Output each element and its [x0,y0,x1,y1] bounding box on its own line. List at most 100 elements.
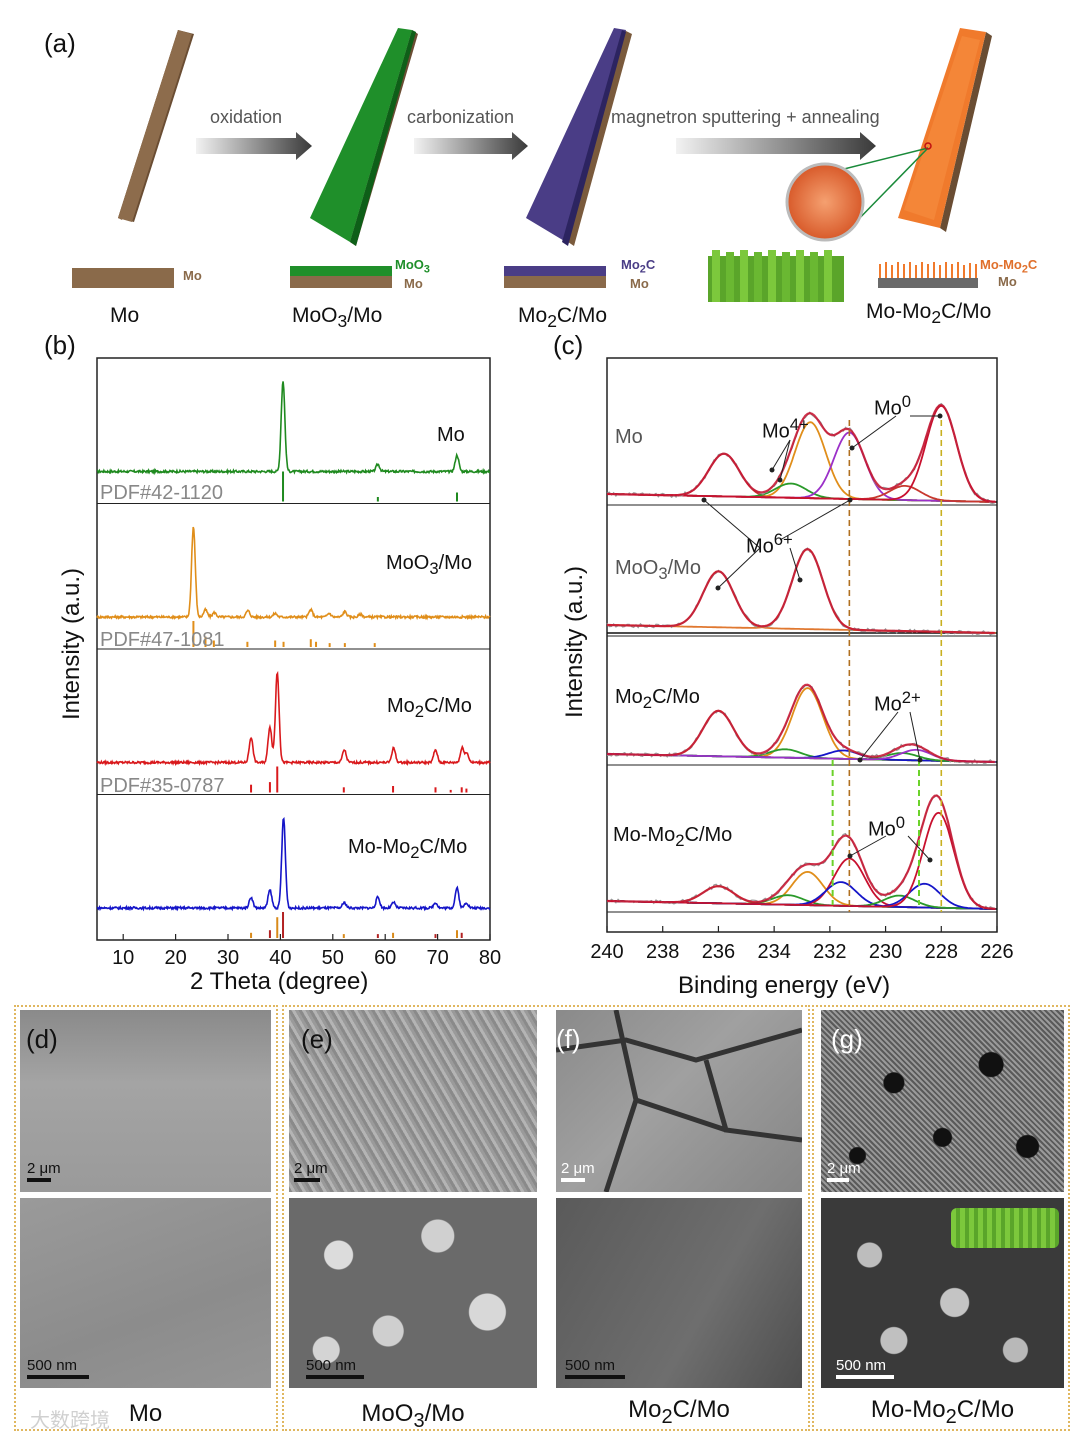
xps-annotation-arrowhead [797,577,803,583]
xps-envelope [607,547,995,635]
xps-plot-frame [606,357,998,933]
xrd-series-label-mo2c: Mo2C/Mo [387,695,472,721]
panel-label-g: (g) [831,1024,863,1054]
xrd-series-label-moo3: MoO3/Mo [386,552,472,578]
xps-annotation-arrowhead [769,467,775,473]
xrd-ref-2: PDF#35-0787 [100,775,225,797]
sem-caption-mo2c: Mo2C/Mo [628,1396,730,1428]
xps-chart: 240 238 236 234 232 230 228 226 [590,357,1014,963]
panel-label-a: (a) [44,28,76,58]
sem-f-top [556,1010,802,1192]
scalebar-g-top: 2 μm [827,1160,861,1182]
panel-label-b: (b) [44,330,76,360]
layer-mo-label-1: Mo [183,268,202,283]
xrd-ref-1: PDF#47-1081 [100,629,225,651]
layer-mo-label-2: Mo [404,276,423,291]
xps-annotation-arrowhead [857,757,863,763]
zoom-circle [785,162,865,242]
step-oxidation: oxidation [210,107,283,127]
xrd-xtick-label: 70 [426,947,448,969]
sem-d-bottom [20,1198,271,1388]
xps-annotation-arrowhead [701,497,707,503]
xps-annot-mo2: Mo2+ [874,688,921,716]
xrd-chart: 10 20 30 40 50 60 70 80 [96,357,501,969]
nanoforest-inset [951,1208,1059,1248]
sem-g-bottom [821,1198,1064,1388]
xps-annot-mo0-bottom: Mo0 [868,813,906,841]
sem-e-top [289,1010,537,1192]
xps-annotation-arrow [703,499,761,549]
xrd-xtick-label: 80 [479,947,501,969]
xps-annotation-arrow [779,499,851,541]
xps-annotation-arrow [771,439,791,471]
xps-annotation-arrowhead [927,857,933,863]
watermark: 大数跨境 [30,1410,110,1432]
xrd-trace [96,670,491,767]
xps-annotation-arrow [859,711,899,761]
slab-mo [118,30,194,222]
sem-d-top [20,1010,271,1192]
xps-annotation-arrow [851,415,897,449]
xrd-trace [96,381,491,476]
scalebar-g-bottom: 500 nm [836,1357,894,1379]
xps-xtick-label: 228 [925,941,958,963]
nanograss-bar [879,262,977,278]
panel-label-d: (d) [26,1024,58,1054]
sem-f-bottom [556,1198,802,1388]
xrd-xtick-label: 20 [164,947,186,969]
arrow-oxidation [196,132,312,160]
sem-caption-mo: Mo [128,1400,163,1427]
xps-xlabel: Binding energy (eV) [678,972,891,999]
xps-annotation-arrow [717,547,761,589]
scalebar-d-top: 2 μm [27,1160,61,1182]
xps-annot-mo4: Mo4+ [762,415,809,443]
scalebar-f-top: 2 μm [561,1160,595,1182]
xrd-ref-0: PDF#42-1120 [100,482,224,504]
xps-series-label-mo: Mo [615,426,643,448]
xps-annotation-arrow [909,711,921,761]
xps-xtick-label: 232 [813,941,846,963]
arrow-carbonization [414,132,528,160]
panel-label-f: (f) [556,1024,581,1054]
xps-series-label-momo2c: Mo-Mo2C/Mo [613,824,733,850]
scalebar-e-top: 2 μm [294,1160,328,1182]
layer-mo2c-label: Mo2C [621,257,656,276]
xrd-xtick-label: 10 [112,947,134,969]
xrd-trace [96,816,491,912]
xps-envelope [607,683,995,764]
nanoforest-illustration [708,250,844,302]
xps-annotation-arrow [907,835,931,861]
xps-annotation-arrow [849,835,887,857]
xrd-xtick-label: 60 [374,947,396,969]
xps-annotation-arrow [789,547,801,581]
slab-momo2c [898,28,992,232]
sem-g-top [821,1010,1064,1192]
xps-xtick-label: 236 [702,941,735,963]
xps-xtick-label: 230 [869,941,902,963]
sample-label-mo2c: Mo2C/Mo [518,304,608,332]
xps-series-label-moo3: MoO3/Mo [615,557,701,583]
frame-g [812,1005,1070,1431]
xps-envelope [607,403,995,503]
sem-e-bottom [289,1198,537,1388]
sample-label-momo2c: Mo-Mo2C/Mo [866,300,992,328]
layer-mo-label-3: Mo [630,276,649,291]
xps-xtick-label: 234 [757,941,790,963]
sample-label-moo3: MoO3/Mo [292,304,383,332]
xrd-xlabel: 2 Theta (degree) [190,968,369,995]
schematic [72,28,992,302]
slab-moo3 [310,28,418,246]
xps-annotation-arrowhead [777,477,783,483]
xps-annotation-arrowhead [849,445,855,451]
step-sputtering: magnetron sputtering + annealing [611,107,880,127]
xps-annotation-arrowhead [847,497,853,503]
xps-ylabel: Intensity (a.u.) [561,565,588,719]
xps-annotation-arrowhead [937,413,943,419]
layer-mo-label-4: Mo [998,274,1017,289]
xps-xtick-label: 240 [590,941,623,963]
arrow-sputtering [676,132,876,160]
xps-annotation-arrow [779,439,791,481]
xrd-series-label-momo2c: Mo-Mo2C/Mo [348,836,468,862]
slab-mo2c [526,28,632,246]
xrd-xtick-label: 40 [269,947,291,969]
